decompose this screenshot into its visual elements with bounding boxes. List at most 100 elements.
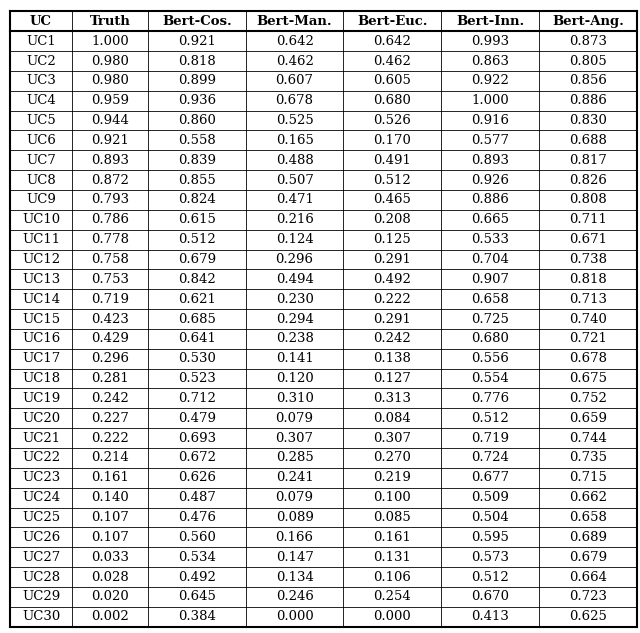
Text: 0.778: 0.778 bbox=[91, 233, 129, 246]
Text: UC4: UC4 bbox=[26, 94, 56, 107]
Text: 0.242: 0.242 bbox=[92, 392, 129, 405]
Text: 0.893: 0.893 bbox=[471, 154, 509, 166]
Text: 0.423: 0.423 bbox=[92, 313, 129, 325]
Text: UC30: UC30 bbox=[22, 610, 60, 624]
Text: 0.824: 0.824 bbox=[178, 194, 216, 206]
Text: 0.138: 0.138 bbox=[373, 352, 412, 365]
Text: 0.285: 0.285 bbox=[276, 451, 314, 465]
Text: 0.675: 0.675 bbox=[569, 372, 607, 385]
Text: 0.860: 0.860 bbox=[178, 114, 216, 127]
Text: UC15: UC15 bbox=[22, 313, 60, 325]
Text: 0.922: 0.922 bbox=[471, 74, 509, 87]
Text: 0.839: 0.839 bbox=[178, 154, 216, 166]
Text: 0.242: 0.242 bbox=[374, 332, 412, 346]
Text: 0.658: 0.658 bbox=[471, 292, 509, 306]
Text: Bert-Cos.: Bert-Cos. bbox=[162, 15, 232, 28]
Text: 0.487: 0.487 bbox=[178, 491, 216, 504]
Text: 0.605: 0.605 bbox=[373, 74, 412, 87]
Text: 0.659: 0.659 bbox=[569, 412, 607, 425]
Text: 0.713: 0.713 bbox=[569, 292, 607, 306]
Text: 0.573: 0.573 bbox=[471, 551, 509, 564]
Text: 0.817: 0.817 bbox=[569, 154, 607, 166]
Text: 0.296: 0.296 bbox=[91, 352, 129, 365]
Text: 0.711: 0.711 bbox=[569, 213, 607, 226]
Text: 0.079: 0.079 bbox=[276, 491, 314, 504]
Text: 0.558: 0.558 bbox=[178, 134, 216, 147]
Text: 0.719: 0.719 bbox=[91, 292, 129, 306]
Text: 0.166: 0.166 bbox=[276, 531, 314, 544]
Text: 0.216: 0.216 bbox=[276, 213, 314, 226]
Text: UC17: UC17 bbox=[22, 352, 60, 365]
Text: 0.106: 0.106 bbox=[373, 570, 412, 584]
Text: 0.793: 0.793 bbox=[91, 194, 129, 206]
Text: 0.959: 0.959 bbox=[91, 94, 129, 107]
Text: 0.921: 0.921 bbox=[178, 35, 216, 47]
Text: 0.429: 0.429 bbox=[92, 332, 129, 346]
Text: UC25: UC25 bbox=[22, 511, 60, 524]
Text: 0.560: 0.560 bbox=[178, 531, 216, 544]
Text: 0.704: 0.704 bbox=[471, 253, 509, 266]
Text: 0.533: 0.533 bbox=[471, 233, 509, 246]
Text: 0.678: 0.678 bbox=[569, 352, 607, 365]
Text: 0.471: 0.471 bbox=[276, 194, 314, 206]
Text: 0.222: 0.222 bbox=[92, 432, 129, 444]
Text: UC20: UC20 bbox=[22, 412, 60, 425]
Text: 0.140: 0.140 bbox=[92, 491, 129, 504]
Text: 0.131: 0.131 bbox=[373, 551, 412, 564]
Text: 0.020: 0.020 bbox=[92, 591, 129, 603]
Text: 0.494: 0.494 bbox=[276, 273, 314, 286]
Text: 0.926: 0.926 bbox=[471, 173, 509, 187]
Text: UC23: UC23 bbox=[22, 472, 60, 484]
Text: 0.165: 0.165 bbox=[276, 134, 314, 147]
Text: 0.626: 0.626 bbox=[178, 472, 216, 484]
Text: 0.281: 0.281 bbox=[92, 372, 129, 385]
Text: 0.556: 0.556 bbox=[471, 352, 509, 365]
Text: 0.944: 0.944 bbox=[92, 114, 129, 127]
Text: 0.621: 0.621 bbox=[178, 292, 216, 306]
Text: 0.307: 0.307 bbox=[373, 432, 412, 444]
Text: 0.805: 0.805 bbox=[569, 54, 607, 68]
Text: 0.744: 0.744 bbox=[569, 432, 607, 444]
Text: 0.512: 0.512 bbox=[178, 233, 216, 246]
Text: 0.907: 0.907 bbox=[471, 273, 509, 286]
Text: 0.625: 0.625 bbox=[569, 610, 607, 624]
Text: 0.679: 0.679 bbox=[569, 551, 607, 564]
Text: UC3: UC3 bbox=[26, 74, 56, 87]
Text: 0.672: 0.672 bbox=[178, 451, 216, 465]
Text: UC1: UC1 bbox=[26, 35, 56, 47]
Text: 0.085: 0.085 bbox=[374, 511, 412, 524]
Text: 0.523: 0.523 bbox=[178, 372, 216, 385]
Text: 0.147: 0.147 bbox=[276, 551, 314, 564]
Text: 0.028: 0.028 bbox=[92, 570, 129, 584]
Text: 0.291: 0.291 bbox=[373, 313, 412, 325]
Text: 0.512: 0.512 bbox=[374, 173, 412, 187]
Text: UC27: UC27 bbox=[22, 551, 60, 564]
Text: 0.124: 0.124 bbox=[276, 233, 314, 246]
Text: 0.855: 0.855 bbox=[178, 173, 216, 187]
Text: 0.254: 0.254 bbox=[374, 591, 412, 603]
Text: 0.294: 0.294 bbox=[276, 313, 314, 325]
Text: 0.776: 0.776 bbox=[471, 392, 509, 405]
Text: UC24: UC24 bbox=[22, 491, 60, 504]
Text: 0.100: 0.100 bbox=[374, 491, 412, 504]
Text: UC21: UC21 bbox=[22, 432, 60, 444]
Text: 0.595: 0.595 bbox=[471, 531, 509, 544]
Text: 0.534: 0.534 bbox=[178, 551, 216, 564]
Text: 0.313: 0.313 bbox=[373, 392, 412, 405]
Text: 0.488: 0.488 bbox=[276, 154, 314, 166]
Text: 0.504: 0.504 bbox=[471, 511, 509, 524]
Text: 0.000: 0.000 bbox=[374, 610, 412, 624]
Text: 0.222: 0.222 bbox=[374, 292, 412, 306]
Text: 0.830: 0.830 bbox=[569, 114, 607, 127]
Text: UC16: UC16 bbox=[22, 332, 60, 346]
Text: 0.107: 0.107 bbox=[92, 531, 129, 544]
Text: UC12: UC12 bbox=[22, 253, 60, 266]
Text: 0.678: 0.678 bbox=[276, 94, 314, 107]
Text: 0.125: 0.125 bbox=[374, 233, 412, 246]
Text: 0.658: 0.658 bbox=[569, 511, 607, 524]
Text: 0.826: 0.826 bbox=[569, 173, 607, 187]
Text: 0.462: 0.462 bbox=[276, 54, 314, 68]
Text: 0.735: 0.735 bbox=[569, 451, 607, 465]
Text: 0.693: 0.693 bbox=[178, 432, 216, 444]
Text: Bert-Ang.: Bert-Ang. bbox=[552, 15, 624, 28]
